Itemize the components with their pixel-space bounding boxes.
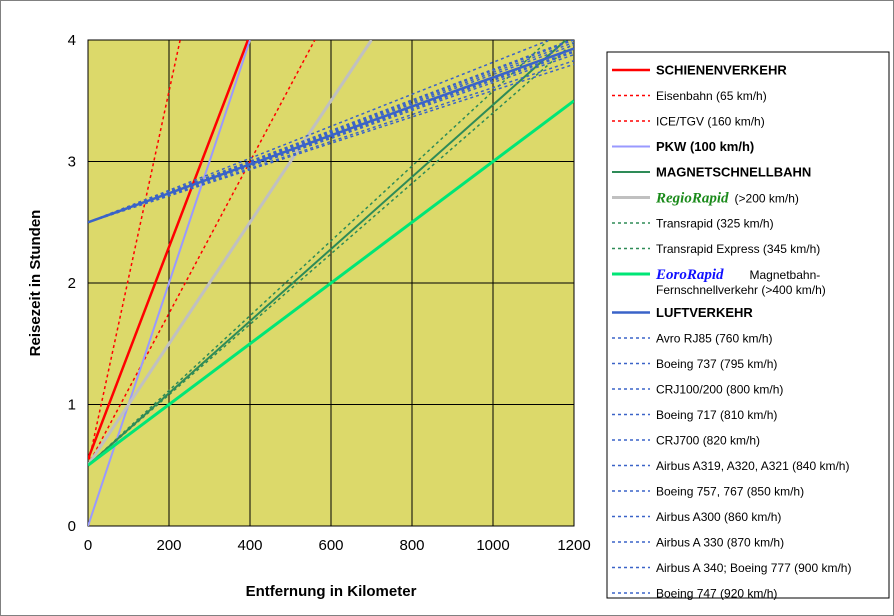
legend-label-4: MAGNETSCHNELLBAHN xyxy=(656,165,811,180)
tick-labels: 0 200 400 600 800 1000 1200 0 1 2 3 4 xyxy=(68,32,591,554)
legend-label-6: Transrapid (325 km/h) xyxy=(656,217,774,231)
legend-label-line2-8: Fernschnellverkehr (>400 km/h) xyxy=(656,283,826,297)
series-line-4 xyxy=(88,40,373,467)
legend-label-7: Transrapid Express (345 km/h) xyxy=(656,242,820,256)
legend-label-suffix-8: Magnetbahn- xyxy=(750,268,821,282)
legend-label-15: Airbus A319, A320, A321 (840 km/h) xyxy=(656,459,849,473)
legend-label-9: LUFTVERKEHR xyxy=(656,305,753,320)
series-line-2 xyxy=(88,40,250,460)
legend-label-suffix-5: (>200 km/h) xyxy=(735,192,799,206)
series-line-8 xyxy=(88,99,574,467)
y-tick-label: 3 xyxy=(68,154,76,171)
series-line-20 xyxy=(88,47,574,224)
x-tick-label: 800 xyxy=(399,537,424,554)
y-axis-title: Reisezeit in Stunden xyxy=(27,210,44,357)
x-tick-label: 1000 xyxy=(476,537,509,554)
y-tick-label: 0 xyxy=(68,518,76,535)
series-line-7 xyxy=(88,40,567,467)
legend-entries: SCHIENENVERKEHR Eisenbahn (65 km/h) ICE/TG… xyxy=(612,63,851,601)
legend-label-14: CRJ700 (820 km/h) xyxy=(656,434,760,448)
legend-label-8: EoroRapid xyxy=(655,267,724,283)
legend-label-13: Boeing 717 (810 km/h) xyxy=(656,408,777,422)
series-line-19 xyxy=(88,63,574,224)
x-tick-label: 200 xyxy=(156,537,181,554)
x-tick-label: 0 xyxy=(84,537,92,554)
series-line-1 xyxy=(88,40,316,466)
legend-label-10: Avro RJ85 (760 km/h) xyxy=(656,332,773,346)
legend-label-0: SCHIENENVERKEHR xyxy=(656,63,787,78)
legend-label-18: Airbus A 330 (870 km/h) xyxy=(656,536,784,550)
legend-label-20: Boeing 747 (920 km/h) xyxy=(656,587,777,601)
legend-label-1: Eisenbahn (65 km/h) xyxy=(656,89,767,103)
x-axis-title: Entfernung in Kilometer xyxy=(246,583,417,600)
series-line-0 xyxy=(88,40,181,466)
legend-label-5: RegioRapid xyxy=(655,191,729,207)
series-line-6 xyxy=(88,41,574,466)
x-tick-label: 400 xyxy=(237,537,262,554)
series-line-5 xyxy=(88,40,550,466)
y-tick-label: 4 xyxy=(68,32,76,49)
legend-label-11: Boeing 737 (795 km/h) xyxy=(656,357,777,371)
x-tick-label: 1200 xyxy=(557,537,590,554)
legend-label-12: CRJ100/200 (800 km/h) xyxy=(656,383,783,397)
y-tick-label: 2 xyxy=(68,275,76,292)
legend-label-19: Airbus A 340; Boeing 777 (900 km/h) xyxy=(656,561,851,575)
legend-label-3: PKW (100 km/h) xyxy=(656,139,754,154)
legend xyxy=(606,51,890,599)
series-lines xyxy=(88,40,574,526)
legend-label-16: Boeing 757, 767 (850 km/h) xyxy=(656,485,804,499)
y-tick-label: 1 xyxy=(68,397,76,414)
legend-label-17: Airbus A300 (860 km/h) xyxy=(656,510,781,524)
legend-label-2: ICE/TGV (160 km/h) xyxy=(656,115,765,129)
x-tick-label: 600 xyxy=(318,537,343,554)
